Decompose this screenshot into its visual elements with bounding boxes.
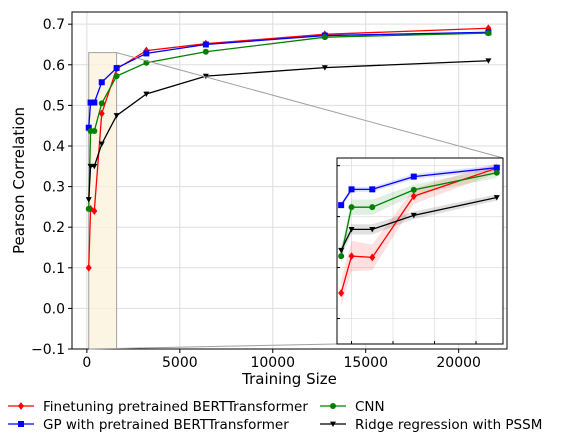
series-point bbox=[485, 30, 492, 37]
y-tick-label: 0.6 bbox=[43, 58, 65, 74]
y-tick-label: −0.1 bbox=[31, 342, 65, 358]
inset-series-point bbox=[410, 173, 417, 180]
x-tick-label: 0 bbox=[82, 355, 91, 371]
x-tick-label: 5000 bbox=[162, 355, 198, 371]
series-point bbox=[98, 109, 105, 118]
inset-series-point bbox=[410, 192, 417, 201]
y-tick-label: 0.5 bbox=[43, 98, 65, 114]
series-point bbox=[85, 124, 92, 131]
plot-frame bbox=[71, 11, 508, 350]
series-point bbox=[113, 65, 120, 72]
x-tick-label: 10000 bbox=[250, 355, 295, 371]
series-point bbox=[98, 100, 105, 107]
inset-series-point bbox=[338, 247, 345, 254]
inset-series-point bbox=[369, 253, 376, 262]
series-point bbox=[85, 205, 92, 212]
inset-series-point bbox=[348, 186, 355, 193]
legend-label: Ridge regression with PSSM bbox=[355, 417, 542, 433]
inset-series-point bbox=[410, 186, 417, 193]
zoom-region bbox=[88, 52, 118, 350]
series-point bbox=[98, 141, 105, 147]
y-tick-label: 0.1 bbox=[43, 261, 65, 277]
series-lines bbox=[85, 24, 492, 272]
legend-label: GP with pretrained BERTTransformer bbox=[43, 417, 289, 433]
x-axis-label: Training Size bbox=[241, 370, 337, 388]
series-point bbox=[485, 58, 492, 64]
inset-series-point bbox=[493, 169, 500, 176]
series-line bbox=[88, 31, 489, 128]
series-point bbox=[143, 50, 150, 57]
connector-lines bbox=[88, 52, 504, 350]
x-tick-label: 15000 bbox=[343, 355, 388, 371]
inset-series-point bbox=[348, 226, 355, 233]
y-tick-label: 0.0 bbox=[43, 301, 65, 317]
series-point bbox=[113, 113, 120, 119]
inset-series-point bbox=[369, 204, 376, 211]
legend-marker bbox=[330, 403, 336, 409]
series-point bbox=[91, 99, 98, 106]
series-point bbox=[143, 91, 150, 98]
legend-marker bbox=[330, 421, 336, 427]
inset-chart bbox=[336, 157, 504, 345]
inset-series-point bbox=[369, 186, 376, 193]
inset-series-point bbox=[338, 253, 345, 260]
connector-line bbox=[116, 52, 504, 159]
legend-marker bbox=[18, 421, 24, 427]
legend-label: CNN bbox=[355, 399, 385, 415]
series-point bbox=[85, 197, 92, 203]
series-point bbox=[202, 41, 209, 48]
series-point bbox=[91, 207, 98, 215]
inset-confidence-band bbox=[341, 163, 497, 306]
series-point bbox=[85, 263, 92, 272]
y-tick-label: 0.2 bbox=[43, 220, 65, 236]
inset-frame bbox=[336, 157, 504, 345]
inset-series-point bbox=[369, 226, 376, 233]
series-point bbox=[98, 79, 105, 86]
inset-series-point bbox=[348, 204, 355, 211]
x-ticks: 0 5000 10000 15000 20000 bbox=[82, 349, 481, 371]
series-point bbox=[91, 163, 98, 170]
y-tick-label: 0.7 bbox=[43, 17, 65, 33]
legend: Finetuning pretrained BERTTransformer GP … bbox=[8, 399, 542, 433]
legend-label: Finetuning pretrained BERTTransformer bbox=[43, 399, 308, 415]
series-point bbox=[321, 34, 328, 41]
inset-series-point bbox=[348, 252, 355, 260]
inset-series-point bbox=[493, 164, 500, 171]
inset-series-point bbox=[410, 212, 417, 219]
zoom-rectangle bbox=[88, 52, 118, 350]
y-ticks: −0.1 0.0 0.1 0.2 0.3 0.4 0.5 0.6 0.7 bbox=[31, 17, 72, 358]
series-point bbox=[91, 127, 98, 134]
inset-confidence-band bbox=[341, 167, 497, 264]
inset-series-point bbox=[338, 289, 345, 297]
y-tick-label: 0.3 bbox=[43, 180, 65, 196]
series-point bbox=[321, 65, 328, 71]
legend-marker bbox=[18, 402, 24, 410]
connector-line bbox=[88, 343, 338, 350]
y-tick-label: 0.4 bbox=[43, 139, 65, 155]
series-point bbox=[202, 48, 209, 55]
x-tick-label: 20000 bbox=[436, 355, 481, 371]
inset-series-point bbox=[493, 195, 500, 201]
inset-series-point bbox=[338, 202, 345, 209]
y-axis-label: Pearson Correlation bbox=[10, 107, 28, 254]
series-point bbox=[87, 99, 94, 106]
series-point bbox=[113, 73, 120, 80]
